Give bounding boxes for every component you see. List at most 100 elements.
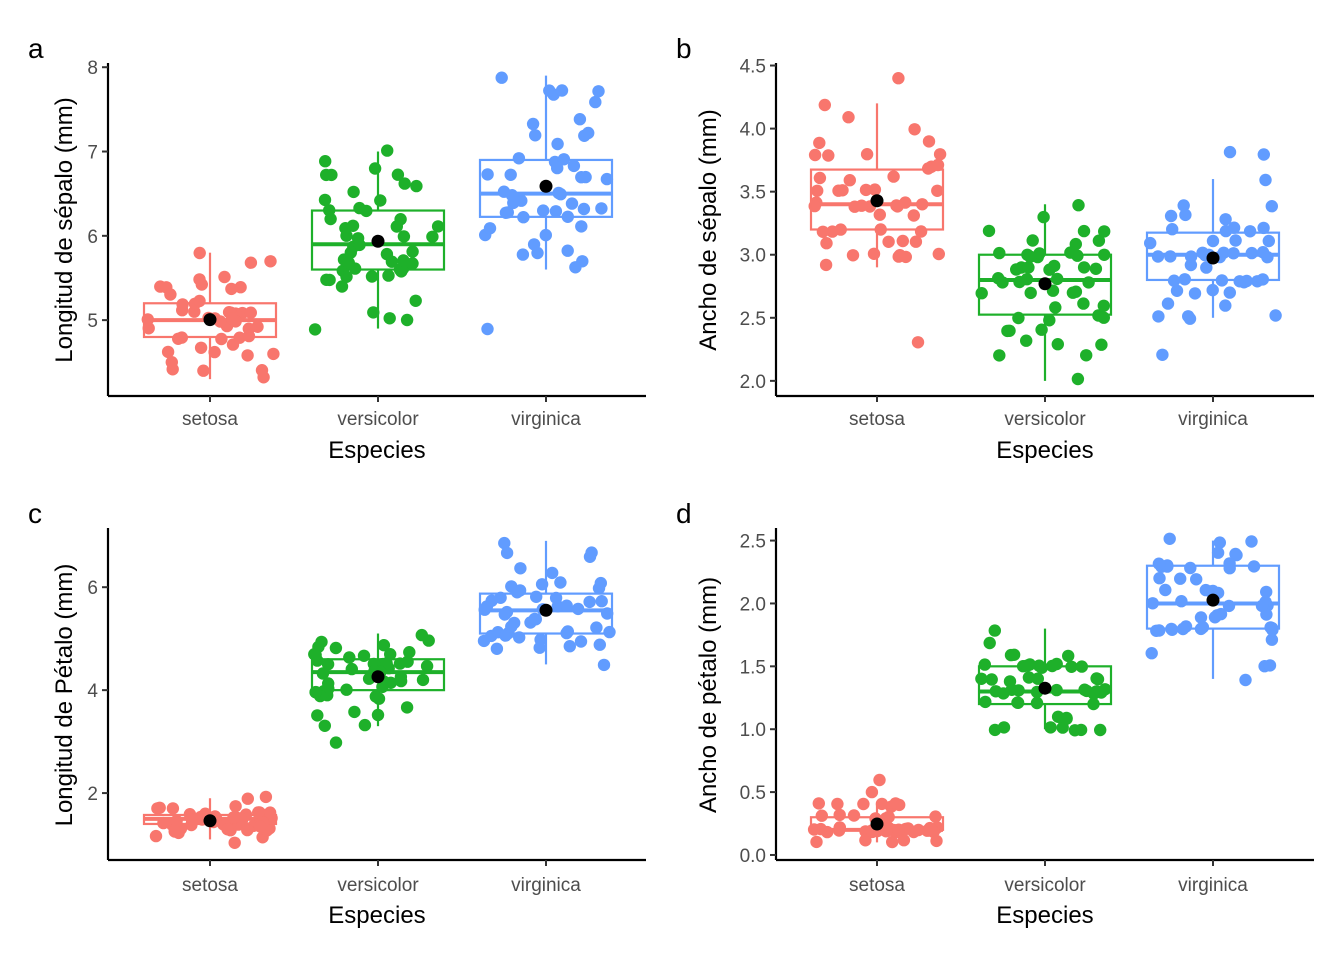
data-point (833, 808, 846, 822)
data-point (1051, 710, 1065, 723)
data-point (409, 294, 422, 307)
data-point (323, 273, 336, 287)
data-point (244, 306, 257, 319)
data-point (808, 199, 821, 213)
data-point (318, 719, 331, 732)
data-point (530, 590, 543, 603)
data-point (1062, 649, 1075, 663)
panel-d: d 0.0 0.5 1.0 1.5 2.0 2.5 setosa versicolor virgi… (676, 498, 1314, 929)
y-tick-label: 3.0 (740, 246, 766, 267)
data-point (1072, 199, 1085, 212)
data-point (347, 185, 360, 199)
data-point (997, 687, 1010, 700)
data-point (1255, 599, 1269, 613)
data-point (318, 193, 332, 207)
data-point (1164, 250, 1177, 263)
data-point (1065, 660, 1078, 673)
data-point (831, 797, 844, 811)
data-point (1174, 572, 1187, 585)
data-point (909, 235, 923, 248)
mean-point (203, 814, 217, 828)
data-point (1144, 236, 1157, 250)
data-point (1087, 697, 1100, 711)
y-tick-label: 4 (87, 681, 98, 702)
data-point (374, 194, 387, 207)
data-point (321, 658, 335, 671)
data-point (344, 246, 357, 259)
data-point (812, 797, 825, 810)
data-point (164, 288, 177, 301)
data-point (343, 651, 356, 664)
data-point (1178, 273, 1192, 286)
data-point (1177, 199, 1190, 212)
data-point (1075, 660, 1089, 673)
data-point (391, 168, 405, 181)
x-tick-label: setosa (182, 875, 238, 896)
data-point (846, 249, 860, 262)
data-point (1092, 234, 1106, 247)
data-point (1211, 546, 1225, 559)
data-point (914, 225, 928, 238)
data-point (371, 708, 385, 722)
data-point (345, 662, 358, 676)
data-point (495, 71, 508, 84)
data-point (351, 232, 365, 245)
data-point (1206, 234, 1220, 248)
data-point (560, 626, 573, 640)
data-point (847, 809, 861, 822)
data-point (810, 835, 823, 849)
y-axis-title: Longitud de sépalo (mm) (51, 97, 78, 362)
data-point (535, 578, 549, 591)
data-point (340, 683, 353, 696)
data-point (922, 162, 935, 175)
data-point (315, 635, 328, 649)
data-point (322, 677, 335, 690)
data-point (996, 276, 1009, 289)
data-point (263, 806, 277, 819)
data-point (834, 223, 847, 236)
data-point (513, 631, 526, 644)
data-point (229, 800, 242, 813)
data-point (978, 658, 991, 671)
data-point (1259, 173, 1272, 187)
data-point (381, 144, 394, 157)
data-point (259, 790, 273, 804)
data-point (499, 206, 513, 219)
data-point (416, 673, 430, 687)
data-point (807, 823, 821, 836)
data-point (1020, 273, 1034, 286)
data-point (1156, 348, 1169, 361)
data-point (879, 825, 893, 838)
data-point (1001, 324, 1014, 338)
mean-point (1206, 593, 1220, 607)
data-point (1098, 225, 1111, 238)
data-point (1095, 338, 1108, 351)
data-point (1265, 200, 1279, 213)
data-point (1023, 250, 1037, 263)
data-point (1257, 221, 1270, 235)
data-point (563, 640, 576, 653)
data-point (526, 117, 540, 131)
x-tick-label: versicolor (337, 409, 419, 430)
panel-letter: c (28, 498, 42, 529)
data-point (1022, 261, 1035, 274)
x-axis-title: Especies (996, 437, 1093, 464)
data-point (551, 137, 564, 151)
data-point (1167, 274, 1181, 287)
data-point (886, 835, 899, 849)
box-versicolor (975, 199, 1113, 386)
data-point (1176, 622, 1190, 636)
data-point (233, 331, 246, 344)
data-point (403, 646, 416, 659)
data-point (1184, 250, 1198, 263)
data-point (1050, 657, 1063, 671)
data-point (185, 813, 198, 826)
data-point (1089, 262, 1103, 275)
data-point (1263, 659, 1277, 672)
data-point (842, 111, 855, 124)
data-point (309, 648, 322, 662)
data-point (1163, 532, 1176, 545)
data-point (176, 304, 189, 317)
data-point (340, 270, 353, 283)
